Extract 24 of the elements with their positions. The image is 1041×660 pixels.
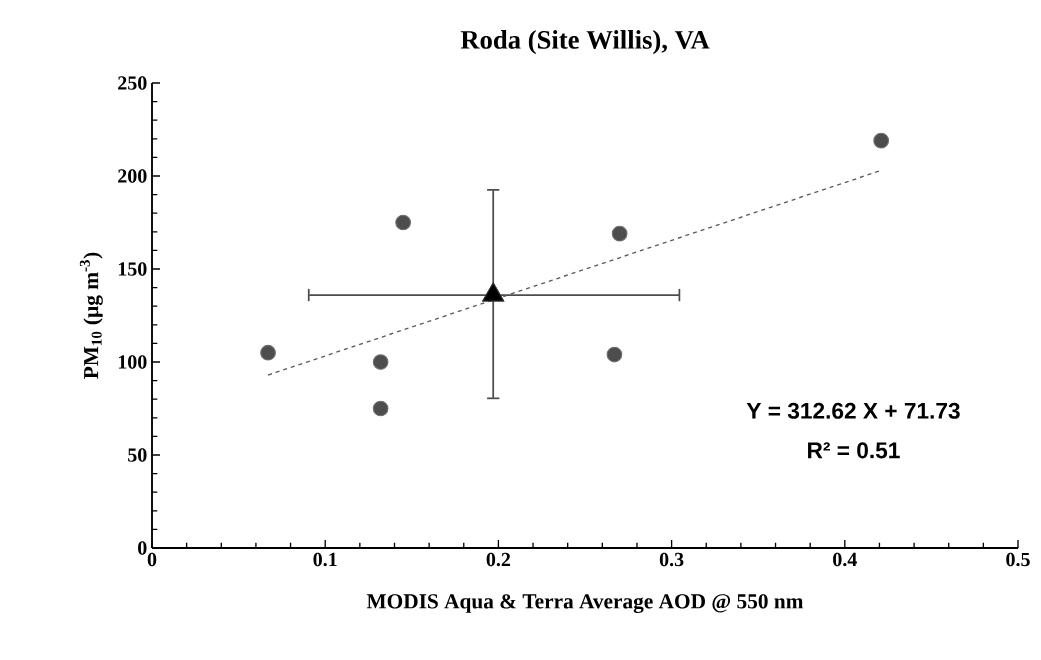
x-tick-label: 0.5 bbox=[1006, 552, 1030, 567]
annotation: Y = 312.62 X + 71.73 bbox=[746, 402, 960, 419]
y-tick-label: 100 bbox=[118, 355, 147, 369]
chart-title: Roda (Site Willis), VA bbox=[460, 30, 710, 55]
point bbox=[372, 400, 389, 417]
x-tick-label: 0.1 bbox=[313, 552, 337, 567]
x-tick-label: 0.3 bbox=[659, 552, 684, 567]
y-axis-title: PM$_{10}$ (µg m$^{-3}$) bbox=[79, 252, 103, 379]
y-tick-label: 250 bbox=[118, 76, 147, 90]
point bbox=[372, 354, 389, 370]
y-tick-label: 0 bbox=[138, 541, 147, 555]
point bbox=[873, 132, 890, 149]
x-axis-title: MODIS Aqua & Terra Average AOD @ 550 nm bbox=[366, 594, 804, 614]
point bbox=[606, 346, 623, 363]
point bbox=[395, 214, 412, 231]
annotation: R² = 0.51 bbox=[808, 442, 900, 459]
x-tick-label: 0.2 bbox=[486, 552, 511, 567]
point bbox=[611, 225, 628, 242]
y-tick-label: 150 bbox=[118, 262, 147, 276]
x-tick-label: 0.4 bbox=[833, 552, 857, 567]
y-tick-label: 200 bbox=[118, 169, 147, 183]
y-tick-label: 50 bbox=[128, 448, 147, 462]
point bbox=[260, 344, 276, 361]
x-tick-label: 0 bbox=[147, 552, 157, 567]
